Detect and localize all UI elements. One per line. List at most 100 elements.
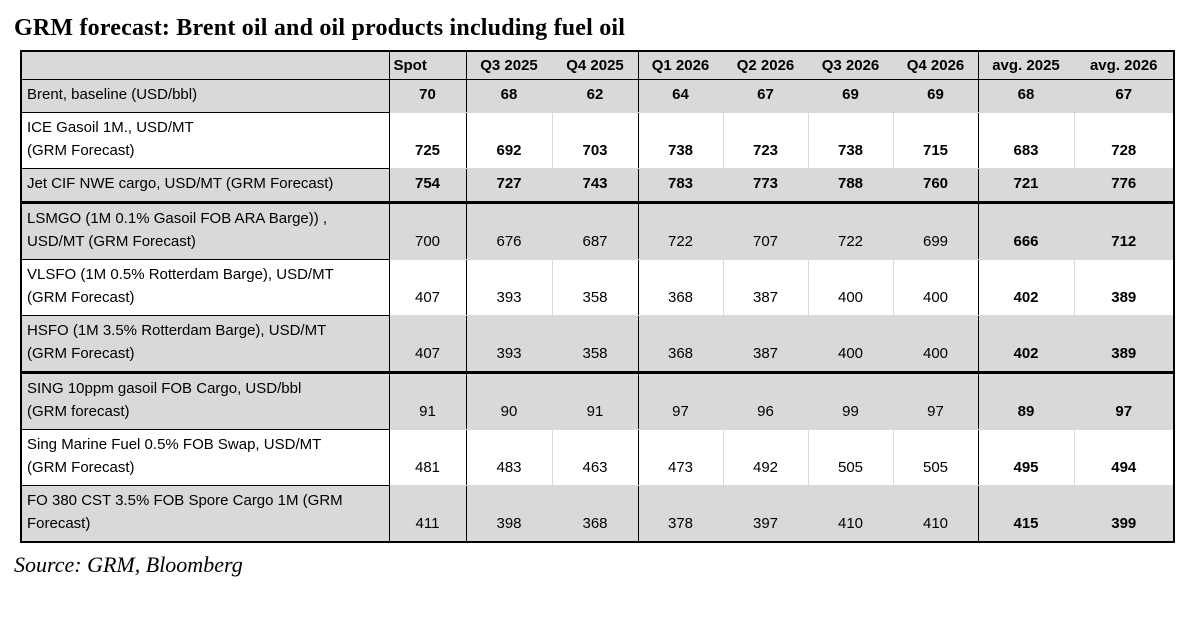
row-label: Brent, baseline (USD/bbl)	[21, 79, 389, 113]
row-label: FO 380 CST 3.5% FOB Spore Cargo 1M (GRM …	[21, 485, 389, 543]
value-cell: 473	[637, 429, 723, 486]
row-label: SING 10ppm gasoil FOB Cargo, USD/bbl (GR…	[21, 372, 389, 430]
value-cell: 393	[465, 315, 552, 374]
value-cell: 788	[807, 168, 893, 204]
row-label: Jet CIF NWE cargo, USD/MT (GRM Forecast)	[21, 168, 389, 204]
value-cell: 773	[722, 168, 808, 204]
value-cell: 393	[465, 259, 552, 316]
value-cell: 400	[892, 315, 978, 374]
value-cell: 683	[977, 112, 1074, 169]
value-cell: 407	[388, 259, 466, 316]
value-cell: 707	[722, 202, 808, 260]
value-cell: 738	[807, 112, 893, 169]
table-row: LSMGO (1M 0.1% Gasoil FOB ARA Barge)) , …	[21, 202, 1174, 260]
value-cell: 703	[551, 112, 638, 169]
value-cell: 722	[807, 202, 893, 260]
column-header: Q3 2026	[807, 51, 893, 80]
value-cell: 410	[892, 485, 978, 543]
value-cell: 68	[977, 79, 1074, 113]
table-row: ICE Gasoil 1M., USD/MT (GRM Forecast) 725…	[21, 112, 1174, 169]
table-row: FO 380 CST 3.5% FOB Spore Cargo 1M (GRM …	[21, 485, 1174, 543]
value-cell: 358	[551, 259, 638, 316]
value-cell: 723	[722, 112, 808, 169]
value-cell: 721	[977, 168, 1074, 204]
row-label: LSMGO (1M 0.1% Gasoil FOB ARA Barge)) , …	[21, 202, 389, 260]
value-cell: 387	[722, 315, 808, 374]
value-cell: 67	[1073, 79, 1174, 113]
value-cell: 368	[551, 485, 638, 543]
row-label: VLSFO (1M 0.5% Rotterdam Barge), USD/MT …	[21, 259, 389, 316]
value-cell: 91	[388, 372, 466, 430]
value-cell: 411	[388, 485, 466, 543]
value-cell: 67	[722, 79, 808, 113]
row-label: HSFO (1M 3.5% Rotterdam Barge), USD/MT (…	[21, 315, 389, 374]
value-cell: 99	[807, 372, 893, 430]
value-cell: 97	[1073, 372, 1174, 430]
value-cell: 492	[722, 429, 808, 486]
value-cell: 699	[892, 202, 978, 260]
value-cell: 715	[892, 112, 978, 169]
value-cell: 402	[977, 315, 1074, 374]
value-cell: 397	[722, 485, 808, 543]
page-title: GRM forecast: Brent oil and oil products…	[14, 15, 626, 41]
forecast-table: Spot Q3 2025 Q4 2025 Q1 2026 Q2 2026 Q3 2026 Q…	[20, 50, 1175, 543]
column-header: Q1 2026	[637, 51, 723, 80]
value-cell: 398	[465, 485, 552, 543]
value-cell: 776	[1073, 168, 1174, 204]
table-row: HSFO (1M 3.5% Rotterdam Barge), USD/MT (…	[21, 315, 1174, 374]
table-row: Sing Marine Fuel 0.5% FOB Swap, USD/MT (…	[21, 429, 1174, 486]
value-cell: 97	[637, 372, 723, 430]
value-cell: 62	[551, 79, 638, 113]
value-cell: 483	[465, 429, 552, 486]
value-cell: 97	[892, 372, 978, 430]
value-cell: 754	[388, 168, 466, 204]
value-cell: 91	[551, 372, 638, 430]
value-cell: 378	[637, 485, 723, 543]
value-cell: 368	[637, 315, 723, 374]
table-header-row: Spot Q3 2025 Q4 2025 Q1 2026 Q2 2026 Q3 2026 Q…	[21, 51, 1174, 80]
value-cell: 722	[637, 202, 723, 260]
column-header: Q2 2026	[722, 51, 808, 80]
corner-cell	[21, 51, 389, 80]
value-cell: 743	[551, 168, 638, 204]
value-cell: 389	[1073, 259, 1174, 316]
value-cell: 727	[465, 168, 552, 204]
value-cell: 69	[807, 79, 893, 113]
value-cell: 463	[551, 429, 638, 486]
row-label: ICE Gasoil 1M., USD/MT (GRM Forecast)	[21, 112, 389, 169]
value-cell: 64	[637, 79, 723, 113]
value-cell: 666	[977, 202, 1074, 260]
table-row: Brent, baseline (USD/bbl) 70 68 62 64 67 69 69 6…	[21, 79, 1174, 113]
value-cell: 481	[388, 429, 466, 486]
value-cell: 760	[892, 168, 978, 204]
table-row: VLSFO (1M 0.5% Rotterdam Barge), USD/MT …	[21, 259, 1174, 316]
value-cell: 389	[1073, 315, 1174, 374]
table-row: SING 10ppm gasoil FOB Cargo, USD/bbl (GR…	[21, 372, 1174, 430]
value-cell: 692	[465, 112, 552, 169]
value-cell: 783	[637, 168, 723, 204]
column-header: Spot	[388, 51, 466, 80]
value-cell: 400	[892, 259, 978, 316]
column-header: Q4 2026	[892, 51, 978, 80]
value-cell: 728	[1073, 112, 1174, 169]
value-cell: 96	[722, 372, 808, 430]
table-row: Jet CIF NWE cargo, USD/MT (GRM Forecast)…	[21, 168, 1174, 204]
value-cell: 495	[977, 429, 1074, 486]
value-cell: 402	[977, 259, 1074, 316]
value-cell: 358	[551, 315, 638, 374]
value-cell: 687	[551, 202, 638, 260]
value-cell: 399	[1073, 485, 1174, 543]
value-cell: 676	[465, 202, 552, 260]
value-cell: 505	[892, 429, 978, 486]
value-cell: 400	[807, 315, 893, 374]
value-cell: 69	[892, 79, 978, 113]
value-cell: 725	[388, 112, 466, 169]
value-cell: 712	[1073, 202, 1174, 260]
value-cell: 738	[637, 112, 723, 169]
value-cell: 494	[1073, 429, 1174, 486]
value-cell: 410	[807, 485, 893, 543]
value-cell: 368	[637, 259, 723, 316]
value-cell: 68	[465, 79, 552, 113]
column-header: avg. 2025	[977, 51, 1074, 80]
row-label: Sing Marine Fuel 0.5% FOB Swap, USD/MT (…	[21, 429, 389, 486]
